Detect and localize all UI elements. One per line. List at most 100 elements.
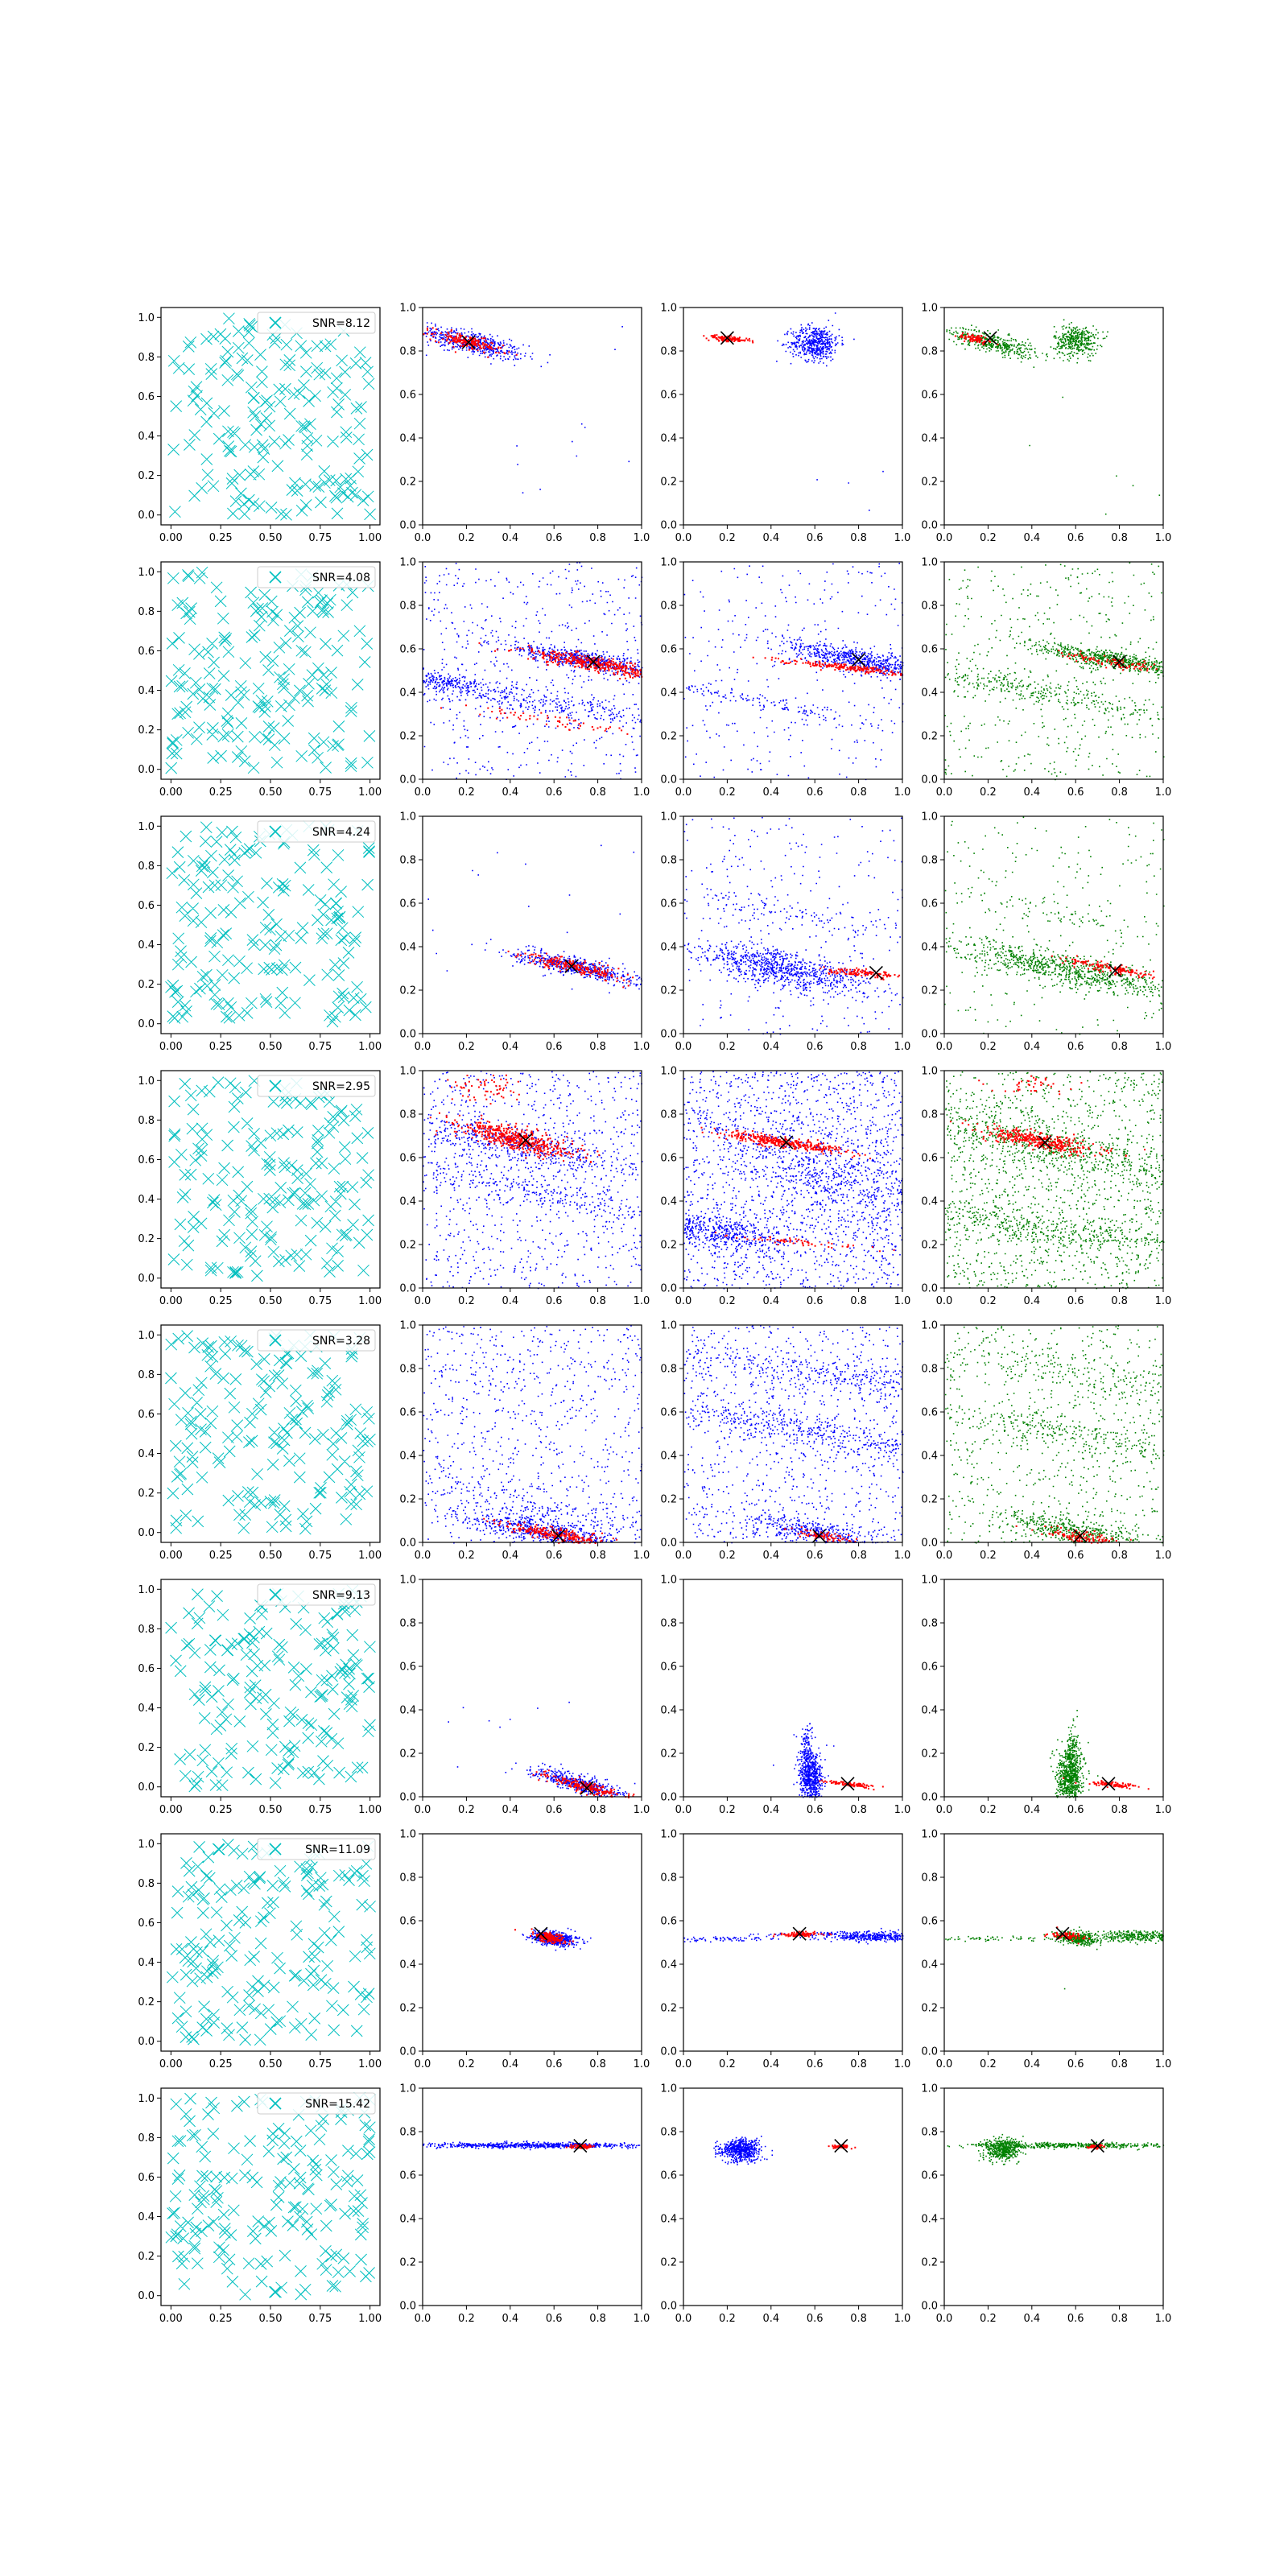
panel-panel1-row3: 0.0 0.2 0.4 0.6 0.8 1.0 0.0 0.2 0.4 0.6 0.8 1.0 — [399, 811, 650, 1054]
legend-snr-label: SNR=8.12 — [312, 317, 370, 330]
legend-snr-label: SNR=15.42 — [305, 2098, 370, 2111]
x-tick-label: 1.0 — [634, 1041, 650, 1053]
x-marker — [792, 1926, 807, 1941]
y-tick-label: 0.4 — [921, 1451, 938, 1463]
y-tick-label: 1.0 — [138, 1075, 155, 1088]
y-tick-label: 0.6 — [660, 390, 677, 402]
y-tick-label: 0.8 — [921, 1618, 938, 1630]
x-tick-label: 0.4 — [762, 786, 779, 799]
x-tick-label: 0.2 — [980, 2058, 997, 2070]
x-marker — [840, 1777, 855, 1791]
panel-panel3-row2: 0.0 0.2 0.4 0.6 0.8 1.0 0.0 0.2 0.4 0.6 0.8 1.0 — [921, 557, 1171, 799]
axes-frame — [422, 815, 642, 1034]
axes-frame — [943, 815, 1164, 1034]
y-tick-label: 0.4 — [921, 687, 938, 700]
axes-frame — [422, 1070, 642, 1289]
x-tick-label: 1.0 — [1155, 786, 1172, 799]
x-tick-label: 1.0 — [1155, 1295, 1172, 1307]
y-tick-label: 0.8 — [138, 2132, 155, 2145]
x-tick-label: 0.50 — [259, 1295, 283, 1307]
green-points — [944, 816, 1165, 1035]
x-tick-label: 0.6 — [1067, 1041, 1084, 1053]
x-tick-label: 0.4 — [502, 1804, 518, 1816]
y-tick-label: 0.2 — [138, 979, 155, 991]
x-tick-label: 0.00 — [159, 1295, 183, 1307]
y-tick-label: 0.2 — [399, 1494, 416, 1506]
y-tick-label: 1.0 — [921, 1066, 938, 1078]
y-tick-label: 0.4 — [660, 1959, 677, 1971]
y-tick-label: 0.4 — [660, 942, 677, 954]
red-points — [1063, 1777, 1150, 1790]
y-tick-label: 0.6 — [921, 1916, 938, 1928]
x-tick-label: 0.2 — [458, 1041, 475, 1053]
blue-points — [713, 2136, 774, 2165]
x-tick-label: 1.0 — [1155, 1550, 1172, 1562]
blue-points — [776, 312, 884, 511]
axes-frame — [422, 1579, 642, 1798]
x-tick-label: 0.6 — [546, 1550, 563, 1562]
y-tick-label: 1.0 — [399, 1829, 416, 1841]
y-tick-label: 0.0 — [138, 764, 155, 776]
x-marker — [586, 654, 601, 669]
x-tick-label: 0.75 — [308, 1550, 332, 1562]
x-tick-label: 1.0 — [1155, 2058, 1172, 2070]
y-tick-label: 0.0 — [921, 1029, 938, 1041]
x-tick-label: 1.0 — [894, 1550, 911, 1562]
y-tick-label: 0.0 — [921, 1283, 938, 1295]
y-tick-label: 1.0 — [660, 1320, 677, 1332]
y-tick-label: 0.6 — [399, 898, 416, 910]
x-tick-label: 0.4 — [502, 1295, 518, 1307]
blue-points — [423, 322, 630, 493]
legend-box — [257, 566, 376, 588]
y-tick-label: 1.0 — [399, 303, 416, 315]
x-tick-label: 0.25 — [209, 1041, 233, 1053]
x-marker — [852, 652, 866, 667]
x-tick-label: 0.0 — [936, 1041, 953, 1053]
y-tick-label: 1.0 — [921, 557, 938, 569]
x-tick-label: 0.75 — [308, 532, 332, 544]
x-tick-label: 0.2 — [719, 1550, 736, 1562]
y-tick-label: 1.0 — [138, 1330, 155, 1342]
y-tick-label: 0.0 — [399, 774, 416, 786]
panel-panel2-row6: 0.0 0.2 0.4 0.6 0.8 1.0 0.0 0.2 0.4 0.6 0.8 1.0 — [660, 1575, 910, 1817]
y-tick-label: 0.0 — [660, 2046, 677, 2058]
axes-frame — [683, 2087, 903, 2306]
panel-panel2-row3: 0.0 0.2 0.4 0.6 0.8 1.0 0.0 0.2 0.4 0.6 0.8 1.0 — [660, 811, 910, 1054]
legend: SNR=3.28 — [257, 1329, 376, 1352]
x-tick-label: 0.6 — [807, 1041, 824, 1053]
panel-random-row7: 0.00 0.25 0.50 0.75 1.00 0.0 0.2 0.4 0.6 0.8 1.0 SN… — [138, 1833, 382, 2070]
x-tick-label: 0.50 — [259, 2058, 283, 2070]
y-tick-label: 0.4 — [138, 685, 155, 697]
x-tick-label: 0.4 — [502, 1041, 518, 1053]
x-tick-label: 0.6 — [807, 1804, 824, 1816]
legend-box — [257, 1838, 376, 1860]
x-marker — [1038, 1135, 1052, 1150]
x-tick-label: 0.6 — [807, 1295, 824, 1307]
axes-frame — [683, 307, 903, 526]
x-tick-label: 0.6 — [1067, 786, 1084, 799]
x-tick-label: 0.4 — [762, 2058, 779, 2070]
y-tick-label: 0.6 — [660, 1916, 677, 1928]
x-marker — [869, 965, 883, 980]
x-tick-label: 0.75 — [308, 2313, 332, 2325]
legend: SNR=4.24 — [257, 820, 376, 843]
x-marker — [269, 1080, 282, 1092]
y-tick-label: 0.0 — [138, 1018, 155, 1030]
x-marker — [534, 1926, 548, 1941]
y-tick-label: 0.2 — [399, 477, 416, 489]
y-tick-label: 0.8 — [660, 855, 677, 867]
x-tick-label: 1.0 — [894, 532, 911, 544]
y-tick-label: 0.6 — [138, 391, 155, 403]
legend-box — [257, 1583, 376, 1606]
x-tick-label: 0.4 — [762, 1804, 779, 1816]
x-tick-label: 0.8 — [850, 532, 867, 544]
x-tick-label: 0.4 — [762, 532, 779, 544]
y-tick-label: 0.0 — [660, 520, 677, 532]
x-tick-label: 1.0 — [634, 786, 650, 799]
x-tick-label: 0.0 — [675, 1804, 692, 1816]
x-tick-label: 0.6 — [1067, 1804, 1084, 1816]
x-tick-label: 0.6 — [546, 1295, 563, 1307]
axes-frame — [683, 1579, 903, 1798]
x-tick-label: 0.2 — [980, 2313, 997, 2325]
x-marker — [983, 331, 997, 345]
